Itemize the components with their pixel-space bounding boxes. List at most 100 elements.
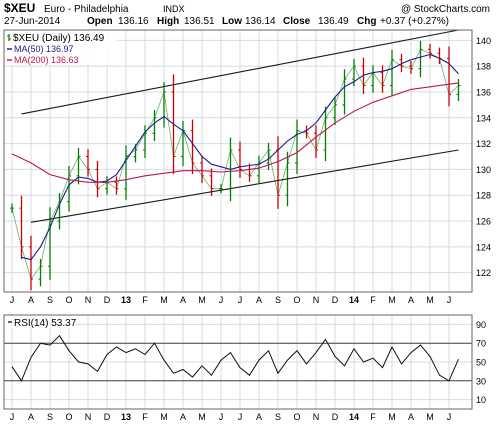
rsi-legend-label: RSI(14) 53.37 <box>14 318 77 329</box>
price-y-tick-132: 132 <box>476 139 491 149</box>
quote-date: 27-Jun-2014 <box>4 16 61 27</box>
price-x-tick-J: J <box>219 295 224 305</box>
rsi-y-tick-10: 10 <box>476 395 486 405</box>
price-bar <box>390 49 394 96</box>
price-bar <box>437 47 442 65</box>
price-bar <box>29 235 33 291</box>
price-y-tick-124: 124 <box>476 242 491 252</box>
rsi-x-tick-N: N <box>313 412 320 422</box>
price-bar <box>238 141 242 178</box>
legend-price-label: $XEU (Daily) 136.49 <box>13 33 105 44</box>
channel-upper-line <box>21 29 459 115</box>
price-x-tick-14: 14 <box>349 295 359 305</box>
price-x-tick-A: A <box>180 295 186 305</box>
close-label: Close <box>283 16 311 27</box>
rsi-y-tick-50: 50 <box>476 358 486 368</box>
price-bar <box>114 176 119 195</box>
rsi-panel-frame <box>3 314 473 410</box>
price-x-tick-M: M <box>388 295 396 305</box>
price-bar <box>276 136 280 209</box>
legend-ma-label-2: MA(200) 136.63 <box>14 55 79 65</box>
rsi-x-tick-S: S <box>47 412 53 422</box>
price-bar <box>428 43 432 59</box>
rsi-x-axis: J A S O N D 13 F M A M J J A S O N D 14 F M A M J <box>10 412 452 422</box>
price-y-tick-128: 128 <box>476 191 491 201</box>
rsi-x-tick-S: S <box>275 412 281 422</box>
price-bar <box>323 106 328 162</box>
price-x-tick-N: N <box>85 295 92 305</box>
rsi-x-tick-A: A <box>256 412 262 422</box>
price-bar <box>152 110 157 141</box>
price-bar <box>95 160 100 198</box>
rsi-y-axis: 10 30 50 70 90 <box>476 320 486 405</box>
price-bar <box>409 60 413 74</box>
price-bar <box>219 184 223 194</box>
price-bar <box>371 65 375 93</box>
price-y-tick-140: 140 <box>476 36 491 46</box>
open-label: Open <box>87 16 113 27</box>
rsi-x-tick-O: O <box>65 412 72 422</box>
rsi-x-tick-13: 13 <box>121 412 131 422</box>
ma50-line <box>21 53 459 261</box>
price-x-tick-J: J <box>10 295 15 305</box>
price-x-tick-N: N <box>313 295 320 305</box>
price-y-tick-136: 136 <box>476 87 491 97</box>
price-series-layer <box>10 29 461 291</box>
rsi-panel: 10 30 50 70 90 RSI(14) 53.37 <box>3 314 486 410</box>
price-bar <box>10 203 14 213</box>
rsi-x-tick-A: A <box>408 412 414 422</box>
rsi-x-tick-M: M <box>388 412 396 422</box>
watermark: @ StockCharts.com <box>401 4 490 15</box>
price-bar <box>380 65 385 93</box>
rsi-x-tick-M: M <box>198 412 206 422</box>
price-x-tick-13: 13 <box>121 295 131 305</box>
price-bar <box>67 166 71 212</box>
price-legend-bg <box>5 31 117 65</box>
rsi-x-tick-D: D <box>104 412 111 422</box>
rsi-legend: RSI(14) 53.37 <box>5 316 77 329</box>
price-bar <box>418 40 423 78</box>
price-x-tick-S: S <box>275 295 281 305</box>
price-bar <box>266 142 271 171</box>
price-bar <box>333 97 337 125</box>
close-value: 136.49 <box>318 16 349 27</box>
exchange-label: INDX <box>163 4 185 14</box>
rsi-x-tick-14: 14 <box>349 412 359 422</box>
price-bar <box>314 125 318 159</box>
price-bar <box>342 69 347 115</box>
chg-value: +0.37 (+0.27%) <box>380 16 449 27</box>
high-label: High <box>157 16 179 27</box>
price-bar <box>295 119 299 175</box>
price-x-tick-A: A <box>408 295 414 305</box>
price-x-tick-S: S <box>47 295 53 305</box>
channel-lower-line <box>30 149 459 223</box>
price-panel-frame <box>3 29 473 293</box>
rsi-y-tick-90: 90 <box>476 320 486 330</box>
price-x-axis: J A S O N D 13 F M A M J J A S O N D 14 F M A M J <box>10 295 452 305</box>
price-panel: 122 124 126 128 130 132 134 136 138 140 $XEU (Dai… <box>3 29 491 293</box>
rsi-grid <box>4 315 472 409</box>
price-x-tick-A: A <box>28 295 34 305</box>
rsi-y-tick-30: 30 <box>476 376 486 386</box>
rsi-x-tick-J: J <box>238 412 243 422</box>
price-x-tick-F: F <box>370 295 376 305</box>
price-bar <box>200 155 204 184</box>
price-bar <box>190 119 195 175</box>
rsi-x-tick-J: J <box>447 412 452 422</box>
price-bar <box>162 82 166 128</box>
rsi-x-tick-D: D <box>332 412 339 422</box>
price-y-tick-130: 130 <box>476 165 491 175</box>
price-bar <box>76 147 81 185</box>
price-bar <box>456 79 461 101</box>
rsi-x-tick-J: J <box>10 412 15 422</box>
price-y-tick-122: 122 <box>476 268 491 278</box>
low-value: 136.14 <box>245 16 276 27</box>
price-bar <box>447 46 451 107</box>
price-bar <box>143 125 147 159</box>
rsi-line <box>11 334 459 382</box>
rsi-x-tick-J: J <box>219 412 224 422</box>
rsi-x-tick-F: F <box>142 412 148 422</box>
